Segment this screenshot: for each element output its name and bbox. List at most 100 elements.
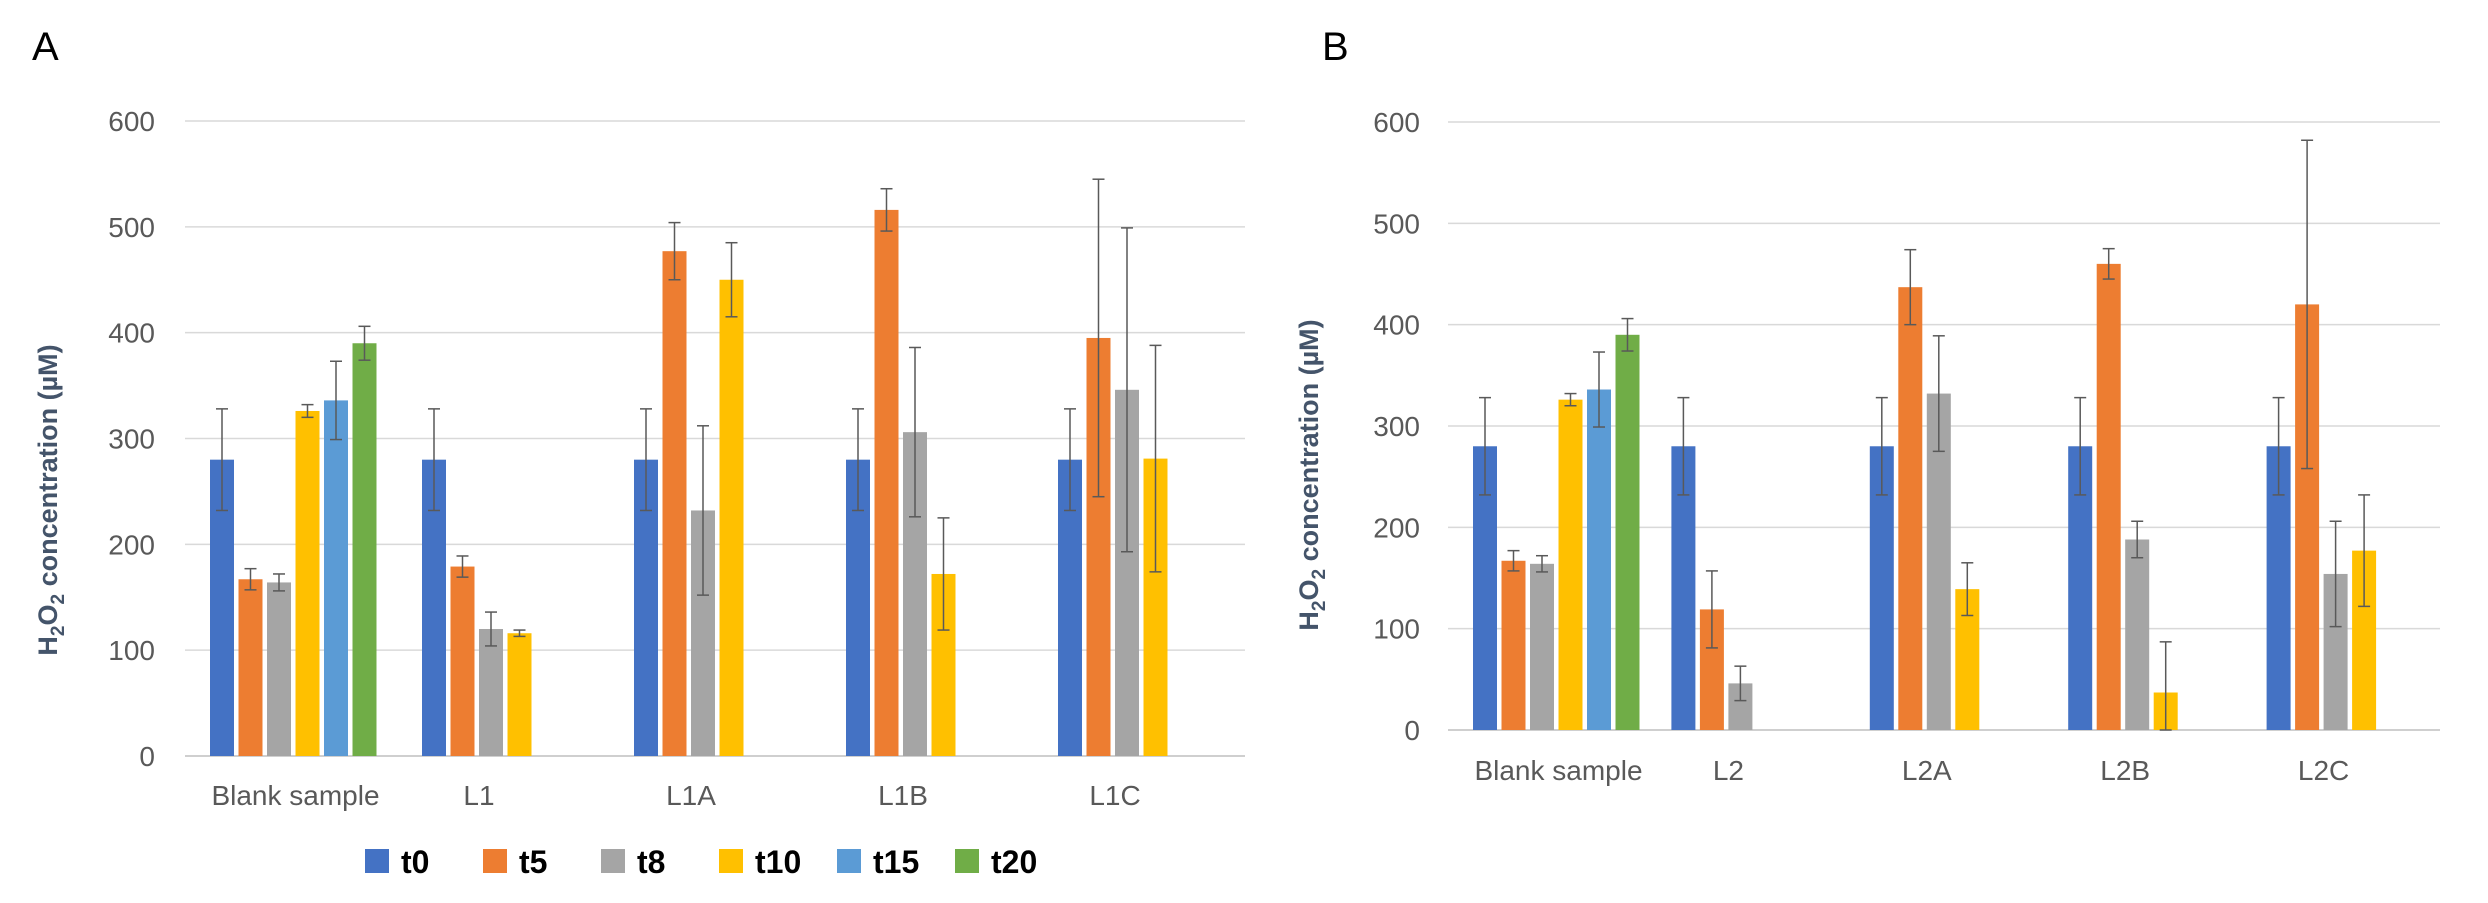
error-bar-t0	[428, 408, 440, 512]
x-tick-labels-a: Blank sample L1 L1A L1B L1C	[211, 780, 1140, 811]
error-bar-t5	[2102, 247, 2115, 280]
y-tick-label: 400	[108, 318, 155, 349]
error-bar-t10	[725, 241, 738, 318]
bar-t10	[1558, 399, 1583, 730]
error-bar-t8	[485, 611, 497, 647]
error-bar-t8	[2131, 520, 2144, 559]
bar-t15	[324, 400, 348, 756]
error-bar-t0	[1677, 396, 1690, 496]
y-tick-label: 400	[1373, 310, 1420, 341]
error-bar-t15	[1593, 351, 1605, 428]
error-bar-t10	[513, 629, 526, 638]
y-axis-label-b: H2O2 concentration (µM)	[1294, 319, 1330, 630]
bar-t5	[874, 209, 899, 756]
y-axis-label-a: H2O2 concentration (µM)	[33, 344, 69, 655]
error-bar-t15	[330, 360, 342, 441]
x-tick-label: L2	[1713, 755, 1744, 786]
bars-b	[1473, 263, 2377, 730]
legend-item-t0: t0	[365, 844, 429, 880]
bar-t10	[507, 633, 532, 756]
legend-label: t10	[755, 844, 801, 880]
legend-swatch	[837, 849, 861, 873]
y-tick-labels-a: 0 100 200 300 400 500 600	[108, 106, 155, 772]
panel-a-label: A	[32, 25, 59, 69]
bar-t5	[2096, 263, 2121, 730]
error-bar-t10	[301, 403, 314, 419]
bars-a	[210, 209, 1168, 757]
error-bar-t10	[1564, 392, 1577, 407]
x-tick-label: L1C	[1089, 780, 1140, 811]
x-tick-label: L2B	[2100, 755, 2150, 786]
legend: t0 t5 t8 t10 t15 t20	[365, 844, 1037, 880]
bar-t10	[295, 410, 320, 756]
error-bar-t5	[2301, 139, 2314, 470]
bar-t5	[1898, 287, 1923, 730]
error-bar-t5	[880, 187, 893, 232]
error-bar-t10	[2358, 494, 2371, 608]
x-tick-label: L1	[463, 780, 494, 811]
y-tick-label: 600	[1373, 107, 1420, 138]
legend-swatch	[719, 849, 743, 873]
bar-t5	[450, 566, 475, 756]
error-bar-t8	[1121, 227, 1133, 553]
error-bar-t0	[1064, 408, 1076, 512]
error-bar-t5	[1092, 178, 1105, 498]
y-tick-label: 0	[139, 741, 155, 772]
error-bar-t8	[1536, 554, 1548, 573]
y-tick-label: 200	[108, 529, 155, 560]
error-bar-t8	[273, 573, 285, 592]
legend-label: t0	[401, 844, 429, 880]
error-bar-t8	[1734, 665, 1747, 702]
legend-item-t20: t20	[955, 844, 1037, 880]
legend-item-t10: t10	[719, 844, 801, 880]
panel-b-label: B	[1322, 25, 1349, 69]
legend-swatch	[483, 849, 507, 873]
bar-t15	[1587, 389, 1611, 730]
error-bar-t8	[697, 425, 709, 596]
error-bar-t5	[244, 567, 257, 591]
bar-t5	[1501, 560, 1526, 730]
error-bar-t0	[1479, 396, 1491, 496]
x-tick-label: L2C	[2298, 755, 2349, 786]
legend-label: t8	[637, 844, 665, 880]
y-tick-labels-b: 0 100 200 300 400 500 600	[1373, 107, 1420, 746]
legend-swatch	[601, 849, 625, 873]
y-tick-label: 100	[108, 635, 155, 666]
error-bar-t0	[1875, 396, 1888, 496]
y-tick-label: 600	[108, 106, 155, 137]
bar-t5	[662, 251, 687, 757]
error-bar-t10	[937, 517, 950, 631]
legend-swatch	[955, 849, 979, 873]
x-tick-labels-b: Blank sample L2 L2A L2B L2C	[1474, 755, 2349, 786]
error-bar-t10	[2159, 641, 2172, 731]
error-bar-t10	[1149, 344, 1162, 573]
legend-label: t5	[519, 844, 547, 880]
legend-item-t5: t5	[483, 844, 547, 880]
error-bar-t8	[2329, 520, 2342, 628]
bar-t8	[1530, 563, 1554, 730]
error-bars-a	[216, 178, 1162, 647]
legend-item-t8: t8	[601, 844, 665, 880]
y-tick-label: 0	[1404, 715, 1420, 746]
error-bars-b	[1479, 139, 2371, 731]
bar-t20	[1615, 334, 1640, 730]
error-bar-t0	[2074, 396, 2087, 496]
y-tick-label: 500	[1373, 208, 1420, 239]
error-bar-t0	[640, 408, 652, 512]
legend-swatch	[365, 849, 389, 873]
bar-t8	[2125, 539, 2150, 730]
bar-t20	[352, 343, 377, 756]
y-tick-label: 300	[108, 424, 155, 455]
bar-t5	[238, 579, 263, 756]
chart-panel-b: B 0 100 200 300 400 500 600 H2O2 concentration…	[1294, 25, 2440, 786]
legend-label: t15	[873, 844, 919, 880]
y-tick-label: 500	[108, 212, 155, 243]
y-tick-label: 100	[1373, 614, 1420, 645]
error-bar-t0	[2272, 396, 2285, 496]
bar-t8	[479, 629, 503, 756]
error-bar-t5	[1705, 570, 1718, 649]
error-bar-t0	[852, 408, 864, 512]
error-bar-t0	[216, 408, 228, 512]
error-bar-t8	[909, 346, 921, 518]
